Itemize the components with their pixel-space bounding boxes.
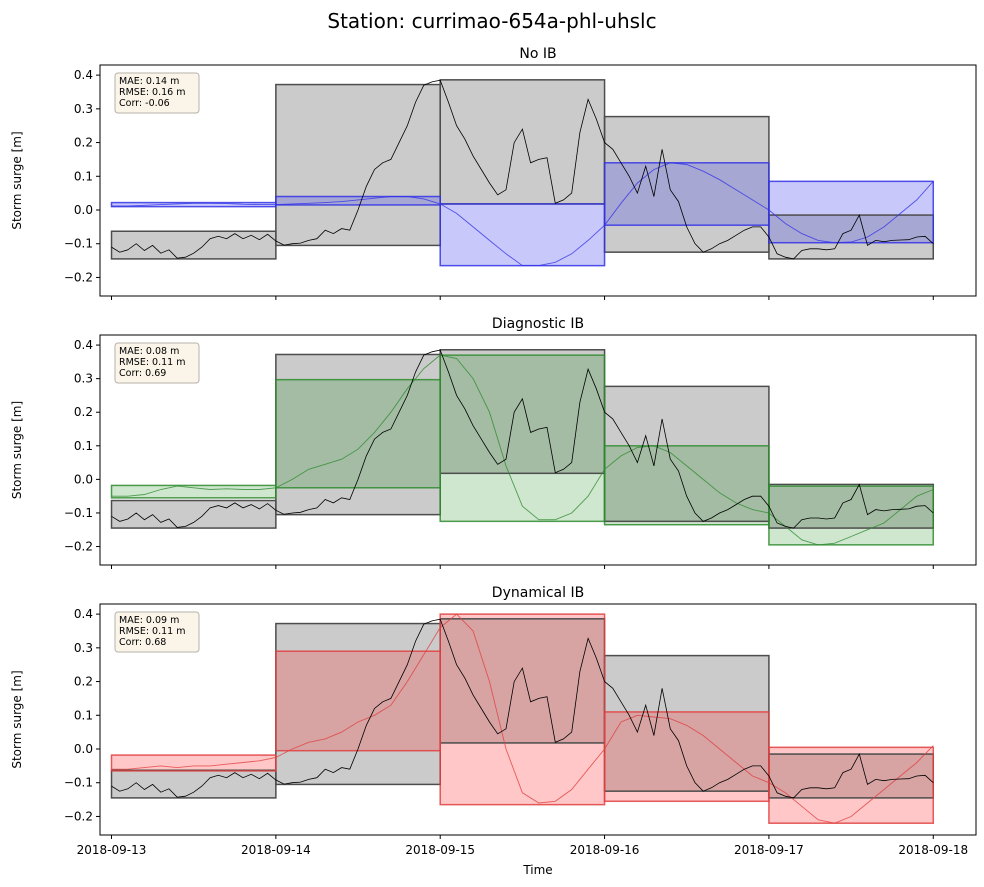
subplot-title: Dynamical IB — [492, 585, 584, 601]
y-tick-label: −0.2 — [64, 540, 93, 554]
stats-text: MAE: 0.14 m — [119, 76, 179, 87]
plot-area — [110, 79, 935, 267]
y-tick-label: 0.3 — [74, 372, 93, 386]
y-tick-label: 0.4 — [74, 338, 93, 352]
model-range-edge — [768, 746, 935, 824]
model-range-edge — [768, 485, 935, 546]
x-tick-label: 2018-09-18 — [898, 843, 968, 857]
y-axis-label: Storm surge [m] — [10, 131, 24, 229]
x-axis-label: Time — [522, 863, 552, 877]
x-tick-label: 2018-09-15 — [405, 843, 475, 857]
y-tick-label: 0.0 — [74, 203, 93, 217]
axes-frame — [99, 603, 977, 836]
stats-box — [114, 342, 200, 384]
y-tick-label: 0.4 — [74, 607, 93, 621]
y-tick-label: 0.2 — [74, 405, 93, 419]
y-tick-label: −0.1 — [64, 506, 93, 520]
observed-series-line — [111, 349, 934, 529]
stats-text: RMSE: 0.11 m — [119, 357, 185, 368]
x-tick-label: 2018-09-13 — [77, 843, 147, 857]
observed-range-box — [111, 500, 276, 529]
overlap-range-box — [275, 651, 441, 751]
y-tick-label: 0.0 — [74, 472, 93, 486]
subplot-title: Diagnostic IB — [492, 316, 584, 332]
y-axis-label: Storm surge [m] — [10, 401, 24, 499]
subplot-2: −0.2 −0.1 0.0 0.1 0.2 0.3 0.4 Diagnostic IB Stor… — [10, 316, 977, 569]
stats-text: MAE: 0.09 m — [119, 615, 179, 626]
observed-series-line — [111, 618, 934, 799]
observed-range-box — [111, 770, 276, 798]
stats-text: Corr: -0.06 — [119, 98, 170, 109]
overlap-range-box — [604, 711, 769, 792]
stats-text: RMSE: 0.16 m — [119, 87, 185, 98]
overlap-range-box — [275, 379, 441, 488]
subplot-3: −0.2 −0.1 0.0 0.1 0.2 0.3 0.4 2018-09-13 2018-09… — [10, 585, 977, 877]
model-range-edge — [439, 613, 606, 806]
subplot-1: −0.2 −0.1 0.0 0.1 0.2 0.3 0.4 No IB Storm surge … — [10, 46, 977, 300]
overlap-range-box — [604, 445, 769, 522]
y-tick-label: 0.3 — [74, 641, 93, 655]
y-tick-label: −0.1 — [64, 776, 93, 790]
observed-series-line — [111, 79, 934, 260]
y-tick-label: −0.2 — [64, 809, 93, 823]
axes-frame — [99, 334, 977, 566]
x-tick-label: 2018-09-17 — [734, 843, 804, 857]
y-tick-label: −0.1 — [64, 237, 93, 251]
plot-area — [110, 349, 935, 546]
y-tick-label: 0.1 — [74, 439, 93, 453]
overlap-range-box — [275, 196, 441, 205]
model-range-edge — [110, 484, 277, 499]
model-range-box — [440, 203, 605, 266]
model-series-line — [111, 354, 934, 546]
overlap-range-box — [604, 162, 769, 226]
y-tick-label: −0.2 — [64, 270, 93, 284]
model-series-line — [111, 613, 934, 824]
overlap-range-box — [768, 486, 934, 529]
y-tick-label: 0.2 — [74, 136, 93, 150]
model-range-box — [111, 202, 276, 207]
stats-text: RMSE: 0.11 m — [119, 626, 185, 637]
y-tick-label: 0.1 — [74, 708, 93, 722]
y-tick-label: 0.4 — [74, 68, 93, 82]
x-tick-label: 2018-09-14 — [241, 843, 311, 857]
model-range-box — [111, 485, 276, 498]
stats-text: Corr: 0.68 — [119, 637, 166, 648]
subplot-title: No IB — [519, 46, 556, 62]
stats-text: Corr: 0.69 — [119, 368, 166, 379]
model-series-line — [111, 162, 934, 267]
observed-range-box — [111, 231, 276, 259]
plot-area — [110, 613, 935, 824]
model-range-edge — [110, 754, 277, 772]
overlap-range-box — [440, 355, 605, 474]
overlap-range-box — [768, 754, 934, 798]
model-range-edge — [603, 445, 770, 526]
model-range-edge — [439, 354, 606, 523]
axes-frame — [99, 64, 977, 297]
x-tick-label: 2018-09-16 — [570, 843, 640, 857]
stats-box — [114, 611, 200, 653]
model-range-edge — [768, 180, 935, 244]
observed-range-box — [440, 79, 605, 204]
figure-suptitle: Station: currimao-654a-phl-uhslc — [327, 9, 656, 33]
y-tick-label: 0.1 — [74, 169, 93, 183]
overlap-range-box — [440, 618, 605, 743]
y-tick-label: 0.0 — [74, 742, 93, 756]
model-range-edge — [275, 195, 441, 206]
y-tick-label: 0.2 — [74, 675, 93, 689]
y-axis-label: Storm surge [m] — [10, 670, 24, 768]
stats-box — [114, 72, 200, 114]
subplots: −0.2 −0.1 0.0 0.1 0.2 0.3 0.4 No IB Storm surge … — [10, 46, 977, 877]
overlap-range-box — [768, 215, 934, 243]
y-tick-label: 0.3 — [74, 102, 93, 116]
stats-text: MAE: 0.08 m — [119, 346, 179, 357]
observed-range-box — [275, 84, 441, 246]
